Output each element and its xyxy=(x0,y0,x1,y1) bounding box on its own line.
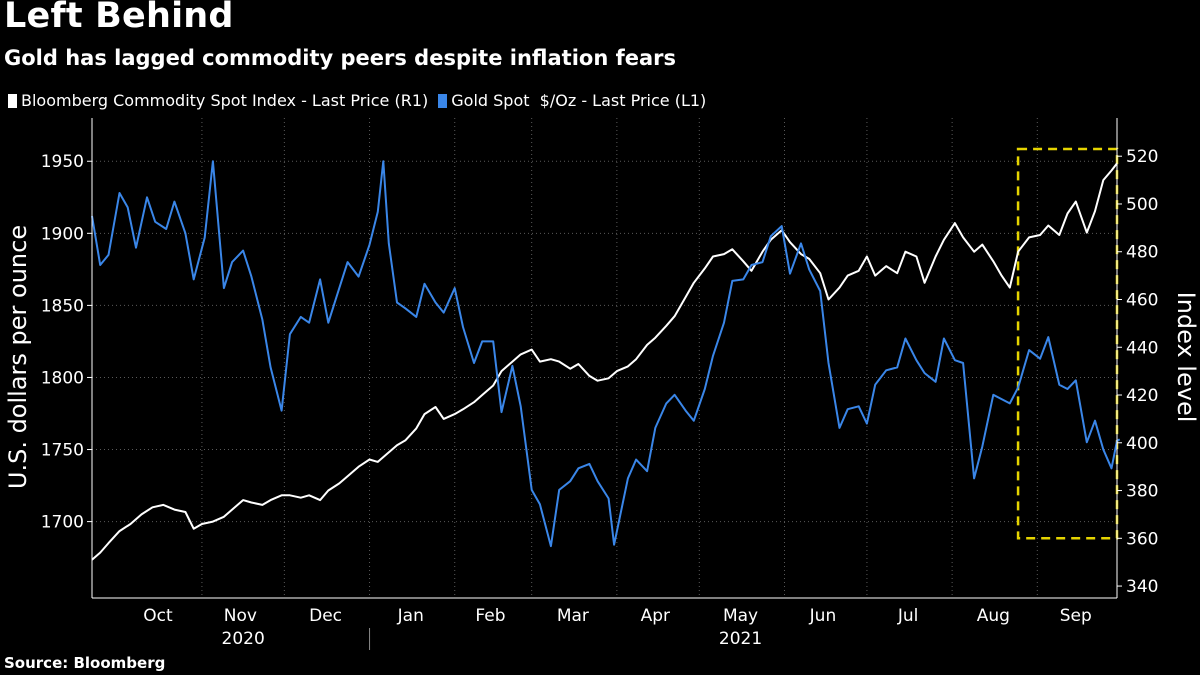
y-left-tick-label: 1750 xyxy=(41,441,84,461)
x-month-label: Apr xyxy=(641,606,670,626)
y-right-tick-label: 500 xyxy=(1126,195,1158,215)
x-month-label: Aug xyxy=(977,606,1010,626)
highlight-box xyxy=(1016,147,1119,540)
x-month-label: Jun xyxy=(809,606,837,626)
series-line-gold-spot xyxy=(91,160,1121,548)
chart-title: Left Behind xyxy=(4,0,234,36)
y-right-tick-label: 480 xyxy=(1126,243,1158,263)
x-month-label: Jan xyxy=(397,606,424,626)
axis-layer: 1700 1750 1800 1850 1900 1950 340 360 380 400 420 4… xyxy=(41,118,1158,650)
series-layer xyxy=(91,160,1121,561)
grid-layer xyxy=(92,118,1117,598)
chart-subtitle: Gold has lagged commodity peers despite … xyxy=(4,46,676,70)
y-right-tick-label: 440 xyxy=(1126,338,1158,358)
y-left-tick-label: 1800 xyxy=(41,368,84,388)
y-left-tick-label: 1700 xyxy=(41,513,84,533)
y-left-tick-label: 1850 xyxy=(41,296,84,316)
x-year-label: 2020 xyxy=(222,629,265,649)
y-axis-left-title: U.S. dollars per ounce xyxy=(4,225,32,489)
highlight-box-layer xyxy=(1016,147,1119,540)
y-right-tick-label: 340 xyxy=(1126,577,1158,597)
legend-item-gold: Gold Spot $/Oz - Last Price (L1) xyxy=(438,91,706,110)
x-month-label: Mar xyxy=(557,606,589,626)
y-right-tick-label: 360 xyxy=(1126,529,1158,549)
legend-item-commodity: Bloomberg Commodity Spot Index - Last Pr… xyxy=(8,91,428,110)
series-line-commodity-index xyxy=(91,162,1118,561)
x-month-label: Oct xyxy=(143,606,173,626)
y-right-tick-label: 520 xyxy=(1126,147,1158,167)
chart-legend: Bloomberg Commodity Spot Index - Last Pr… xyxy=(8,91,716,110)
x-month-label: Nov xyxy=(224,606,257,626)
y-right-tick-label: 400 xyxy=(1126,434,1158,454)
y-left-tick-label: 1900 xyxy=(41,224,84,244)
x-month-label: Feb xyxy=(475,606,505,626)
y-left-tick-label: 1950 xyxy=(41,152,84,172)
x-month-label: May xyxy=(723,606,758,626)
y-right-tick-label: 460 xyxy=(1126,290,1158,310)
y-right-tick-label: 380 xyxy=(1126,482,1158,502)
x-year-label: 2021 xyxy=(719,629,762,649)
x-month-label: Jul xyxy=(897,606,919,626)
legend-label-gold: Gold Spot $/Oz - Last Price (L1) xyxy=(451,91,707,110)
legend-swatch-commodity xyxy=(8,93,17,108)
legend-swatch-gold xyxy=(438,93,448,108)
y-right-tick-label: 420 xyxy=(1126,386,1158,406)
x-month-label: Dec xyxy=(309,606,342,626)
legend-label-commodity: Bloomberg Commodity Spot Index - Last Pr… xyxy=(21,91,429,110)
source-note: Source: Bloomberg xyxy=(4,654,166,672)
x-month-label: Sep xyxy=(1060,606,1092,626)
y-axis-right-title: Index level xyxy=(1172,292,1200,423)
